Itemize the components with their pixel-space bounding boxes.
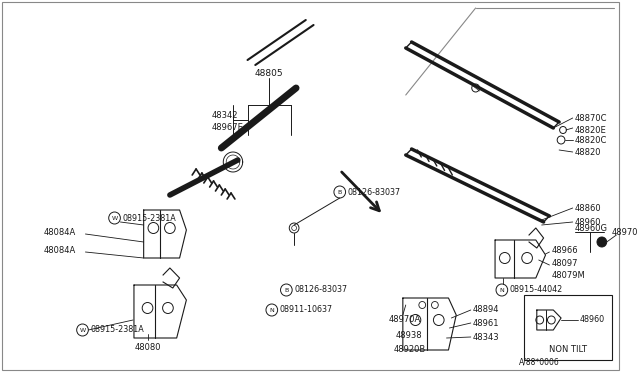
Text: 48860: 48860 (575, 203, 602, 212)
Text: 48961: 48961 (473, 318, 499, 327)
Text: 08915-2381A: 08915-2381A (90, 326, 144, 334)
Text: 48343: 48343 (473, 333, 499, 341)
Text: 08126-83037: 08126-83037 (348, 187, 401, 196)
Text: 08911-10637: 08911-10637 (280, 305, 333, 314)
Bar (524, 295, 612, 360)
Text: N: N (269, 308, 274, 312)
Text: 48960: 48960 (579, 315, 605, 324)
Text: A/88*0006: A/88*0006 (519, 357, 560, 366)
Text: W: W (79, 327, 86, 333)
Text: 48894: 48894 (473, 305, 499, 314)
Text: 48960: 48960 (575, 218, 601, 227)
Text: 48084A: 48084A (44, 246, 76, 254)
Circle shape (597, 237, 607, 247)
Text: N: N (499, 288, 504, 292)
Text: 48920B: 48920B (394, 346, 426, 355)
Text: 48820: 48820 (575, 148, 601, 157)
Text: 48342: 48342 (212, 110, 238, 119)
Text: 48084A: 48084A (44, 228, 76, 237)
Text: 48080: 48080 (134, 343, 161, 353)
Text: 48820C: 48820C (575, 135, 607, 144)
Text: B: B (338, 189, 342, 195)
Text: 48805: 48805 (255, 68, 283, 77)
Text: 48966: 48966 (551, 246, 578, 254)
Text: 48820E: 48820E (575, 125, 607, 135)
Text: 48970A: 48970A (388, 315, 420, 324)
Text: W: W (111, 215, 118, 221)
Text: 48967E: 48967E (212, 122, 243, 131)
Text: 08915-44042: 08915-44042 (509, 285, 563, 295)
Text: 48097: 48097 (551, 259, 578, 267)
Text: 08915-2381A: 08915-2381A (122, 214, 176, 222)
Text: B: B (284, 288, 289, 292)
Text: 48970: 48970 (612, 228, 638, 237)
Text: 48938: 48938 (396, 330, 422, 340)
Text: NON TILT: NON TILT (549, 346, 587, 355)
Text: 48870C: 48870C (575, 113, 607, 122)
Text: 08126-83037: 08126-83037 (294, 285, 348, 295)
Text: 48079M: 48079M (551, 272, 585, 280)
Text: 48960G: 48960G (575, 224, 607, 232)
